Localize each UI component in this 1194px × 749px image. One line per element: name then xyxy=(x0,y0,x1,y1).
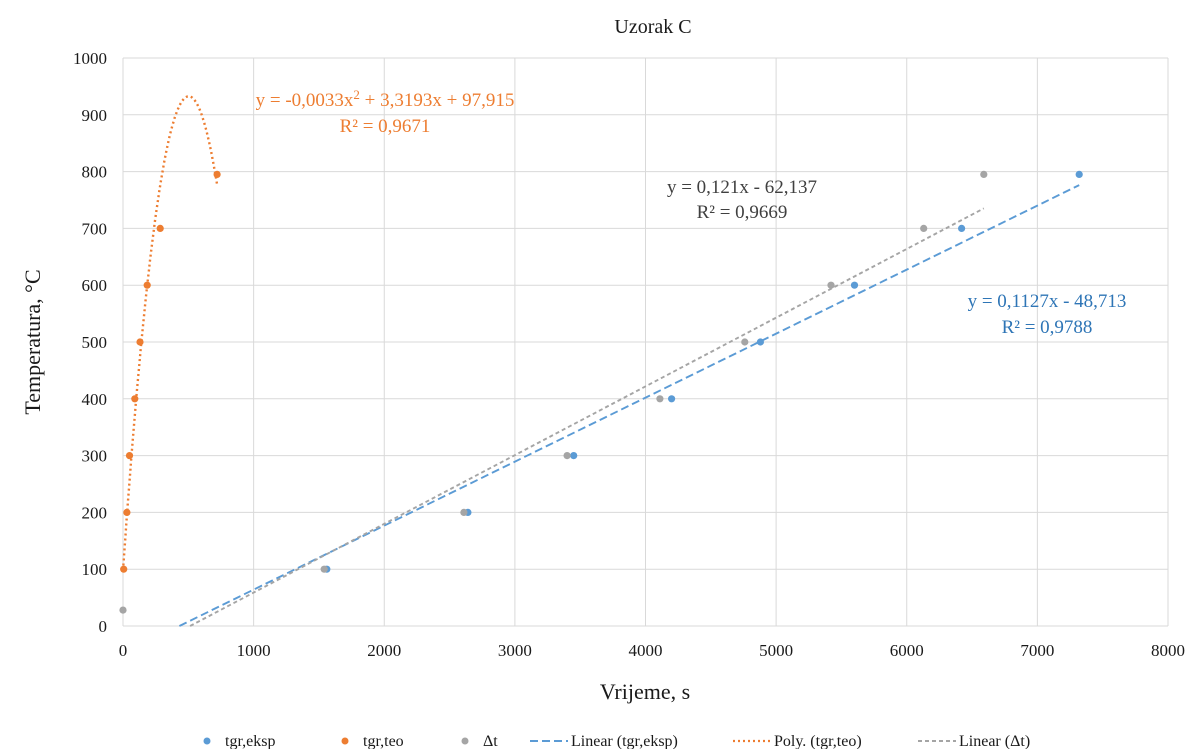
y-tick-300: 300 xyxy=(82,447,108,466)
legend-label-linear-eksp: Linear (tgr,eksp) xyxy=(571,733,678,749)
x-tick-labels: 0 1000 2000 3000 4000 5000 6000 7000 8000 xyxy=(119,641,1185,660)
poly-teo-equation: y = -0,0033x2 + 3,3193x + 97,915 xyxy=(256,87,515,111)
trendline-linear-t xyxy=(189,207,985,627)
point-tgr-teo-2 xyxy=(125,452,134,460)
x-tick-3000: 3000 xyxy=(498,641,532,660)
point-t-1 xyxy=(320,565,328,573)
chart-title: Uzorak C xyxy=(614,16,691,38)
point-t-7 xyxy=(920,224,928,232)
point-t-4 xyxy=(656,395,664,403)
x-tick-7000: 7000 xyxy=(1020,641,1054,660)
y-axis-label: Temperatura, °C xyxy=(20,269,45,414)
point-tgr-teo-0 xyxy=(120,565,128,573)
y-tick-100: 100 xyxy=(82,560,108,579)
legend-label-dt: Δt xyxy=(483,733,498,749)
y-tick-labels: 0 100 200 300 400 500 600 700 800 900 1000 xyxy=(73,49,107,636)
point-tgr-teo-5 xyxy=(143,281,151,289)
point-tgr-teo-4 xyxy=(136,338,144,346)
x-tick-6000: 6000 xyxy=(890,641,924,660)
legend-marker-tgr-teo xyxy=(341,737,349,745)
point-tgr-teo-1 xyxy=(123,508,131,516)
poly-teo-equation-exponent: 2 xyxy=(353,87,360,102)
x-tick-8000: 8000 xyxy=(1151,641,1185,660)
legend-item-tgr-eksp: tgr,eksp xyxy=(203,733,275,749)
point-tgr-eksp-4 xyxy=(756,338,765,346)
x-tick-2000: 2000 xyxy=(367,641,401,660)
legend-label-poly-teo: Poly. (tgr,teo) xyxy=(774,733,862,749)
point-t-2 xyxy=(460,508,468,516)
linear-eksp-r2: R² = 0,9788 xyxy=(1002,317,1093,338)
y-tick-900: 900 xyxy=(82,106,108,125)
legend-item-tgr-teo: tgr,teo xyxy=(341,733,404,749)
trendline-linear-tgr-eksp xyxy=(178,184,1080,627)
point-t-3 xyxy=(563,452,571,460)
x-tick-5000: 5000 xyxy=(759,641,793,660)
y-tick-400: 400 xyxy=(82,390,108,409)
trendlines xyxy=(121,95,1080,627)
point-t-6 xyxy=(827,281,835,289)
y-tick-200: 200 xyxy=(82,503,108,522)
x-tick-4000: 4000 xyxy=(629,641,663,660)
point-t-5 xyxy=(741,338,749,346)
y-tick-1000: 1000 xyxy=(73,49,107,68)
y-tick-700: 700 xyxy=(82,219,108,238)
linear-eksp-equation: y = 0,1127x - 48,713 xyxy=(968,291,1127,312)
linear-dt-r2: R² = 0,9669 xyxy=(697,202,788,223)
point-tgr-eksp-7 xyxy=(1075,170,1083,178)
legend: tgr,eksp tgr,teo Δt Linear (tgr,eksp) Po… xyxy=(203,733,1030,749)
y-tick-0: 0 xyxy=(99,617,108,636)
point-tgr-eksp-5 xyxy=(850,281,859,289)
x-axis-label: Vrijeme, s xyxy=(600,679,690,704)
y-tick-500: 500 xyxy=(82,333,108,352)
poly-teo-equation-part1: y = -0,0033x xyxy=(256,90,354,111)
trendline-poly-tgr-teo xyxy=(121,95,219,571)
grid-layer xyxy=(122,57,1169,627)
legend-item-linear-eksp: Linear (tgr,eksp) xyxy=(530,733,678,749)
legend-item-linear-dt: Linear (Δt) xyxy=(918,733,1030,749)
y-tick-600: 600 xyxy=(82,276,108,295)
point-t-0 xyxy=(119,606,127,614)
point-tgr-eksp-3 xyxy=(668,395,676,403)
x-tick-0: 0 xyxy=(119,641,128,660)
linear-dt-equation: y = 0,121x - 62,137 xyxy=(667,177,817,198)
data-points xyxy=(119,170,1083,614)
poly-teo-r2: R² = 0,9671 xyxy=(340,116,431,137)
legend-label-tgr-eksp: tgr,eksp xyxy=(225,733,275,749)
legend-item-poly-teo: Poly. (tgr,teo) xyxy=(733,733,862,749)
point-tgr-eksp-2 xyxy=(570,452,578,460)
legend-marker-dt xyxy=(461,737,469,745)
poly-teo-equation-part2: + 3,3193x + 97,915 xyxy=(360,90,514,111)
legend-label-tgr-teo: tgr,teo xyxy=(363,733,404,749)
legend-item-dt: Δt xyxy=(461,733,498,749)
legend-label-linear-dt: Linear (Δt) xyxy=(959,733,1030,749)
y-tick-800: 800 xyxy=(82,163,108,182)
legend-marker-tgr-eksp xyxy=(203,737,211,745)
point-tgr-eksp-6 xyxy=(958,224,966,232)
point-tgr-teo-7 xyxy=(213,170,221,178)
point-t-8 xyxy=(980,170,988,178)
point-tgr-teo-3 xyxy=(131,395,139,403)
point-tgr-teo-6 xyxy=(156,224,164,232)
x-tick-1000: 1000 xyxy=(237,641,271,660)
